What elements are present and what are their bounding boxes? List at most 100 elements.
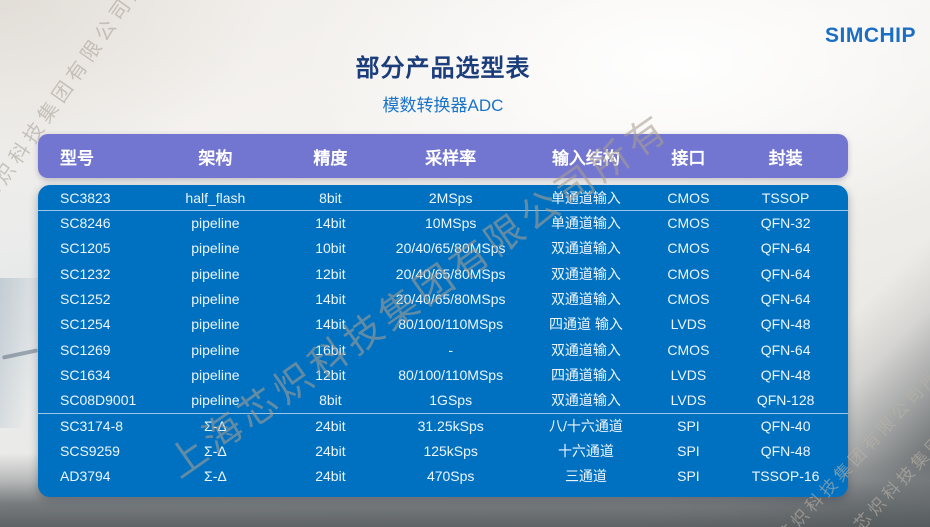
cell-resolution: 10bit bbox=[315, 240, 346, 257]
cell-input-structure: 十六通道 bbox=[557, 442, 614, 459]
cell-sample-rate: 10MSps bbox=[425, 214, 477, 231]
cell-sample-rate: 80/100/110MSps bbox=[398, 316, 504, 333]
table-row: SC1232 pipeline 12bit 20/40/65/80MSps 双通… bbox=[38, 261, 848, 286]
cell-interface: CMOS bbox=[667, 341, 710, 358]
cell-package: QFN-64 bbox=[760, 240, 811, 257]
cell-resolution: 24bit bbox=[315, 417, 346, 434]
page-title: 部分产品选型表 bbox=[355, 55, 531, 82]
cell-sample-rate: 20/40/65/80MSps bbox=[395, 290, 506, 307]
cell-resolution: 14bit bbox=[315, 214, 346, 231]
cell-resolution: 24bit bbox=[315, 468, 346, 485]
cell-input-structure: 单通道输入 bbox=[550, 189, 621, 206]
cell-architecture: pipeline bbox=[191, 214, 240, 231]
cell-sample-rate: 80/100/110MSps bbox=[398, 366, 504, 383]
cell-model: SCS9259 bbox=[60, 442, 120, 459]
cell-sample-rate: 31.25kSps bbox=[417, 417, 484, 434]
table-row: SC3823 half_flash 8bit 2MSps 单通道输入 CMOS … bbox=[38, 185, 848, 210]
cell-architecture: pipeline bbox=[191, 341, 240, 358]
cell-input-structure: 双通道输入 bbox=[550, 341, 621, 358]
product-selection-table: 型号 架构 精度 采样率 输入结构 接口 封装 SC3823 half_flas… bbox=[38, 134, 848, 497]
table-body: SC3823 half_flash 8bit 2MSps 单通道输入 CMOS … bbox=[38, 185, 848, 497]
cell-resolution: 8bit bbox=[319, 189, 342, 206]
cell-model: SC1232 bbox=[60, 265, 111, 282]
column-header-resolution: 精度 bbox=[313, 148, 348, 168]
cell-package: QFN-64 bbox=[760, 265, 811, 282]
cell-model: SC1269 bbox=[60, 341, 111, 358]
cell-architecture: Σ-Δ bbox=[204, 468, 227, 485]
table-row: SC1634 pipeline 12bit 80/100/110MSps 四通道… bbox=[38, 362, 848, 387]
cell-package: TSSOP bbox=[761, 189, 810, 206]
cell-sample-rate: 20/40/65/80MSps bbox=[395, 265, 506, 282]
cell-input-structure: 双通道输入 bbox=[550, 265, 621, 282]
page-subtitle: 模数转换器ADC bbox=[382, 96, 504, 115]
table-row: SCS9259 Σ-Δ 24bit 125kSps 十六通道 SPI QFN-4… bbox=[38, 438, 848, 463]
table-row: AD3794 Σ-Δ 24bit 470Sps 三通道 SPI TSSOP-16 bbox=[38, 464, 848, 489]
cell-package: QFN-64 bbox=[760, 341, 811, 358]
column-header-package: 封装 bbox=[768, 148, 803, 168]
background-pen-shape bbox=[1, 348, 39, 360]
cell-sample-rate: - bbox=[448, 341, 454, 358]
cell-architecture: pipeline bbox=[191, 366, 240, 383]
table-row: SC3174-8 Σ-Δ 24bit 31.25kSps 八/十六通道 SPI … bbox=[38, 413, 848, 438]
table-header-row: 型号 架构 精度 采样率 输入结构 接口 封装 bbox=[38, 134, 848, 178]
cell-architecture: half_flash bbox=[185, 189, 246, 206]
column-header-architecture: 架构 bbox=[198, 148, 233, 168]
cell-resolution: 14bit bbox=[315, 290, 346, 307]
cell-input-structure: 双通道输入 bbox=[550, 290, 621, 307]
cell-architecture: Σ-Δ bbox=[204, 417, 227, 434]
cell-interface: CMOS bbox=[667, 189, 710, 206]
table-row: SC1252 pipeline 14bit 20/40/65/80MSps 双通… bbox=[38, 286, 848, 311]
cell-interface: CMOS bbox=[667, 290, 710, 307]
column-header-sample-rate: 采样率 bbox=[425, 148, 477, 168]
cell-sample-rate: 125kSps bbox=[423, 442, 478, 459]
cell-input-structure: 双通道输入 bbox=[550, 240, 621, 257]
cell-interface: SPI bbox=[677, 468, 700, 485]
cell-package: QFN-48 bbox=[760, 442, 811, 459]
cell-architecture: pipeline bbox=[191, 316, 240, 333]
cell-package: QFN-128 bbox=[756, 392, 815, 409]
cell-architecture: pipeline bbox=[191, 290, 240, 307]
cell-sample-rate: 20/40/65/80MSps bbox=[395, 240, 506, 257]
cell-interface: SPI bbox=[677, 417, 700, 434]
cell-input-structure: 双通道输入 bbox=[550, 392, 621, 409]
table-row: SC1254 pipeline 14bit 80/100/110MSps 四通道… bbox=[38, 312, 848, 337]
cell-model: SC1205 bbox=[60, 240, 111, 257]
cell-package: QFN-48 bbox=[760, 316, 811, 333]
cell-model: SC3823 bbox=[60, 189, 111, 206]
column-header-input-structure: 输入结构 bbox=[551, 148, 620, 168]
cell-model: SC1254 bbox=[60, 316, 111, 333]
cell-sample-rate: 470Sps bbox=[426, 468, 475, 485]
company-logo: SIMCHIP bbox=[824, 24, 916, 47]
cell-resolution: 24bit bbox=[315, 442, 346, 459]
cell-architecture: Σ-Δ bbox=[204, 442, 227, 459]
table-row: SC8246 pipeline 14bit 10MSps 单通道输入 CMOS … bbox=[38, 210, 848, 235]
cell-architecture: pipeline bbox=[191, 392, 240, 409]
cell-architecture: pipeline bbox=[191, 240, 240, 257]
cell-sample-rate: 2MSps bbox=[428, 189, 473, 206]
cell-interface: LVDS bbox=[670, 366, 707, 383]
cell-input-structure: 单通道输入 bbox=[550, 214, 621, 231]
cell-resolution: 16bit bbox=[315, 341, 346, 358]
cell-model: SC1252 bbox=[60, 290, 111, 307]
column-header-model: 型号 bbox=[60, 148, 94, 168]
cell-model: SC08D9001 bbox=[60, 392, 137, 409]
cell-input-structure: 四通道 输入 bbox=[549, 316, 623, 333]
cell-model: AD3794 bbox=[60, 468, 111, 485]
cell-interface: CMOS bbox=[667, 265, 710, 282]
cell-resolution: 12bit bbox=[315, 265, 346, 282]
cell-package: QFN-48 bbox=[760, 366, 811, 383]
table-row: SC1269 pipeline 16bit - 双通道输入 CMOS QFN-6… bbox=[38, 337, 848, 362]
cell-resolution: 8bit bbox=[319, 392, 342, 409]
cell-interface: LVDS bbox=[670, 392, 707, 409]
cell-package: QFN-32 bbox=[760, 214, 811, 231]
column-header-interface: 接口 bbox=[671, 148, 706, 168]
cell-input-structure: 四通道输入 bbox=[550, 366, 621, 383]
cell-interface: CMOS bbox=[667, 240, 710, 257]
table-row: SC08D9001 pipeline 8bit 1GSps 双通道输入 LVDS… bbox=[38, 388, 848, 413]
cell-architecture: pipeline bbox=[191, 265, 240, 282]
cell-model: SC8246 bbox=[60, 214, 111, 231]
cell-resolution: 12bit bbox=[315, 366, 346, 383]
cell-interface: LVDS bbox=[670, 316, 707, 333]
cell-model: SC1634 bbox=[60, 366, 111, 383]
